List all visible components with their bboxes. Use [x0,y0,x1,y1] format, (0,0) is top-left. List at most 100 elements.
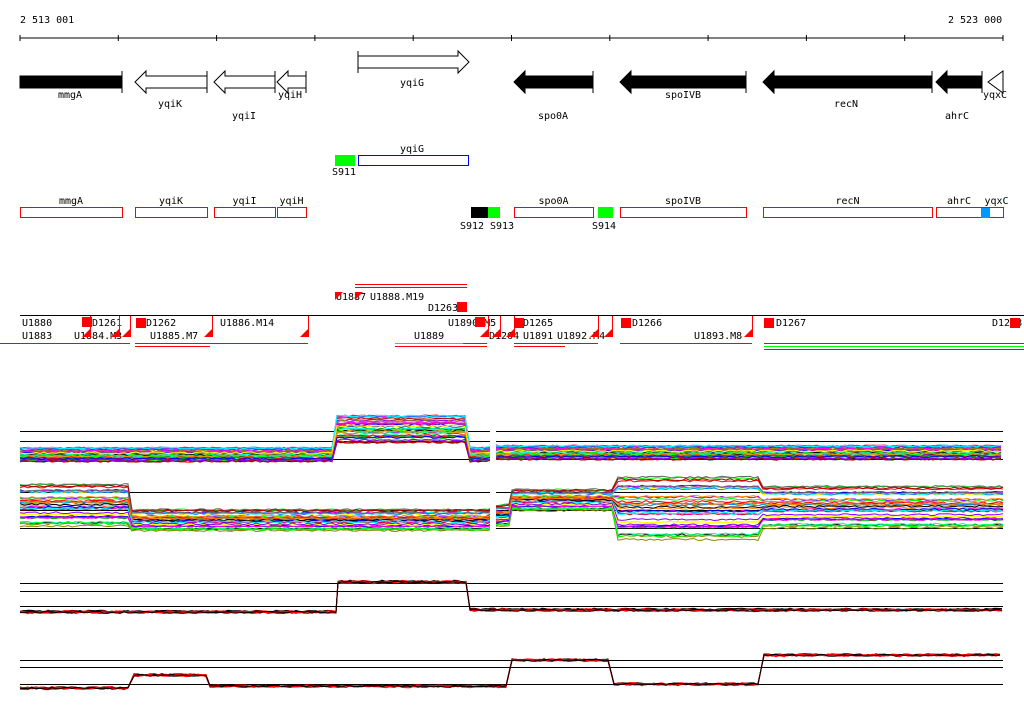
gene-arrow-ahrC [935,69,983,95]
tu-start-marker [514,318,524,328]
axis-start-label: 2 513 001 [20,15,74,26]
expression-trace [19,580,1003,613]
gene-label-ahrC: ahrC [945,111,969,122]
tu-label: U1884.M3 [74,331,122,342]
expression-trace [19,414,1002,450]
tu-end-marker [111,329,119,337]
feature-box-yqiI [214,207,276,218]
tu-label: U1891 [523,331,553,342]
tu-end-marker [506,329,514,337]
tu-start-marker [764,318,774,328]
expression-trace [19,485,1004,515]
tu-end-marker [604,329,612,337]
gene-label-yqiI: yqiI [232,111,256,122]
tu-end-marker [82,329,90,337]
expression-trace [19,500,1004,524]
tu-start-marker [621,318,631,328]
expression-trace [19,503,1004,527]
tu-start-marker [136,318,146,328]
gene-arrow-yqiK [134,69,208,95]
feature-box-S912 [471,207,488,218]
coordinate-axis: 2 513 001 2 523 000 [19,15,1004,41]
feature-label-yqiI: yqiI [232,196,256,207]
gene-label-yqiH: yqiH [278,90,302,101]
feature-box-yqiG [358,155,469,166]
feature-box-S911 [335,155,355,166]
gene-label-spo0A: spo0A [538,111,568,122]
feature-box-yqiH [277,207,307,218]
feature-label-yqxC: yqxC [984,196,1008,207]
feature-label-S914: S914 [592,221,616,232]
expression-trace [19,580,1003,614]
expression-trace [19,424,1002,455]
expression-trace [19,497,1004,521]
tu-label: U1893.M8 [694,331,742,342]
tu-end-marker [590,329,598,337]
expression-trace [19,580,1003,614]
gene-arrow-spoIVB [619,69,747,95]
tu-label: D1262 [146,318,176,329]
tu-start-marker [457,302,467,312]
feature-label-recN: recN [835,196,859,207]
tu-label: U1886.M14 [220,318,274,329]
gene-arrow-yqxC [987,70,1004,94]
expression-trace [19,502,1004,526]
gene-label-mmgA: mmgA [58,90,82,101]
gene-label-yqxC: yqxC [983,90,1007,101]
expression-trace [19,414,1002,450]
expression-trace [19,430,1002,458]
expression-trace [19,415,1002,450]
tu-end-marker [122,329,130,337]
gene-label-yqiK: yqiK [158,99,182,110]
feature-label-yqiG: yqiG [400,144,424,155]
tu-start-marker [335,292,343,300]
tu-label: U1889 [414,331,444,342]
feature-box-S914 [598,207,613,218]
expression-trace [19,494,1004,518]
expression-trace [19,653,1001,690]
tu-end-marker [300,329,308,337]
tu-start-marker [355,292,363,300]
feature-label-yqiK: yqiK [159,196,183,207]
feature-marker [981,208,990,218]
gene-label-yqiG: yqiG [400,78,424,89]
gene-arrow-yqiH [276,69,307,95]
tu-label: D1263 [428,303,458,314]
tu-label: U1892.M4 [557,331,605,342]
gene-arrow-yqiG [357,49,470,75]
tu-end-marker [204,329,212,337]
tu-label: D1268 [992,318,1022,329]
transcription-unit-track: U1880 D1261 U1883 U1884.M3 D1262 U1885.M7 U188… [0,284,1024,350]
tu-start-marker [475,317,485,327]
gene-arrow-yqiI [213,69,276,95]
tu-label: U1887 [336,292,366,303]
expression-trace [19,421,1001,453]
tu-label: U1885.M7 [150,331,198,342]
gene-label-recN: recN [834,99,858,110]
tu-start-marker [1010,318,1020,328]
expression-trace [19,478,1004,513]
tu-label: U1883 [22,331,52,342]
expression-trace [19,414,1002,450]
tu-end-marker [492,329,500,337]
feature-label-mmgA: mmgA [59,196,83,207]
tu-end-marker [744,329,752,337]
tu-end-marker [480,329,488,337]
feature-label-S911: S911 [332,167,356,178]
feature-track-3: mmgA yqiK yqiI yqiH spo0A spoIVB recN ahrC yqxC S… [20,196,1009,232]
tu-label: D1267 [776,318,806,329]
tu-label: D1266 [632,318,662,329]
expression-panels [19,414,1004,691]
feature-track-2: S911 yqiG [332,144,469,178]
expression-trace [19,653,1001,690]
expression-trace [19,579,1003,613]
expression-trace [19,438,1002,462]
feature-label-yqiH: yqiH [279,196,303,207]
tu-label: U1888.M19 [370,292,424,303]
expression-trace [19,440,1002,463]
expression-trace [19,580,1003,614]
feature-box-ahrC [936,207,983,218]
feature-box-spo0A [514,207,594,218]
feature-box-recN [763,207,933,218]
